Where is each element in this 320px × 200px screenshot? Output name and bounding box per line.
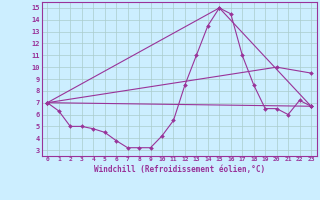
X-axis label: Windchill (Refroidissement éolien,°C): Windchill (Refroidissement éolien,°C) (94, 165, 265, 174)
